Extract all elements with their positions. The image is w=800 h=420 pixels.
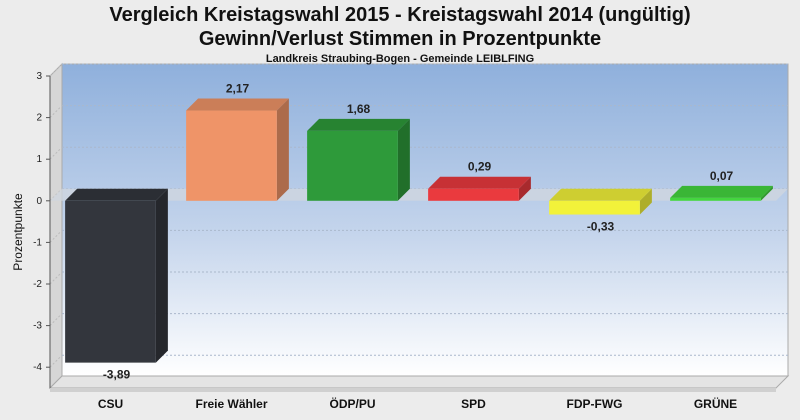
y-tick-label: 1: [36, 154, 42, 165]
x-tick-label: GRÜNE: [694, 396, 737, 411]
y-axis-label: Prozentpunkte: [11, 193, 25, 271]
plot-area: [48, 62, 790, 392]
data-label: 1,68: [347, 102, 371, 116]
x-tick-label: FDP-FWG: [567, 397, 623, 411]
y-tick-label: -2: [33, 279, 42, 290]
chart-region-label: Landkreis Straubing-Bogen - Gemeinde LEI…: [265, 53, 535, 65]
bar-SPD: [428, 176, 531, 201]
data-label: 0,29: [468, 160, 492, 174]
y-tick-label: 3: [36, 71, 42, 82]
bar-ÖDP/PU: [307, 118, 410, 201]
data-label: 0,07: [710, 169, 734, 183]
y-tick-label: 0: [36, 196, 42, 207]
labels: 3 2 1 0 -1 -2 -3 -4 -3,89 CSU 2,17 Freie Wähler 1,68…: [33, 71, 737, 411]
y-tick-label: -1: [33, 237, 42, 248]
y-tick-label: -4: [33, 362, 42, 373]
data-label: 2,17: [226, 82, 250, 96]
bar-FDP-FWG: [549, 188, 652, 215]
y-tick-label: 2: [36, 113, 42, 124]
bar-Freie Wähler: [186, 98, 289, 201]
bar-GRÜNE: [670, 185, 773, 201]
x-tick-label: ÖDP/PU: [329, 396, 375, 411]
x-tick-label: SPD: [461, 397, 486, 411]
data-label: -3,89: [103, 368, 131, 382]
x-tick-label: Freie Wähler: [195, 397, 267, 411]
chart-title: Vergleich Kreistagswahl 2015 - Kreistags…: [109, 4, 691, 26]
bars: [65, 98, 773, 363]
data-label: -0,33: [587, 220, 615, 234]
y-axis: [46, 75, 51, 388]
chart-subtitle: Gewinn/Verlust Stimmen in Prozentpunkte: [198, 28, 602, 50]
bar-CSU: [65, 188, 168, 363]
x-tick-label: CSU: [98, 397, 123, 411]
y-tick-label: -3: [33, 321, 42, 332]
